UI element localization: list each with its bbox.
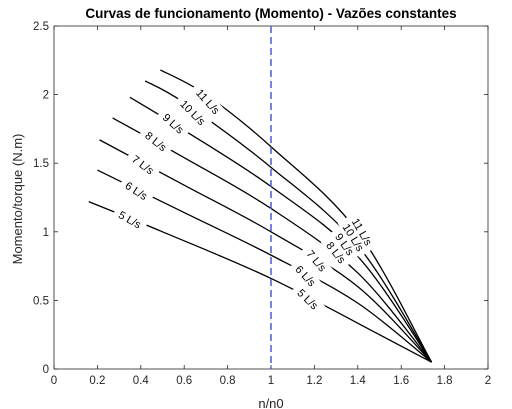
y-tick-label: 1.5 [33, 158, 49, 170]
y-tick-label: 0.5 [33, 295, 49, 307]
series-label-bg [190, 81, 227, 121]
series-label-bg [320, 234, 353, 270]
x-axis-label: n/n0 [258, 396, 283, 409]
x-tick-label: 0.4 [133, 375, 150, 387]
series-label-bg [125, 148, 162, 180]
x-tick-label: 1.6 [393, 375, 409, 387]
y-tick-label: 0 [43, 364, 49, 376]
series-label-bg [174, 93, 213, 132]
x-tick-label: 1.4 [350, 375, 367, 387]
chart-title: Curvas de funcionamento (Momento) - Vazõ… [85, 6, 456, 21]
series-label-bg [118, 175, 155, 206]
x-tick-label: 1.8 [437, 375, 453, 387]
series-line [99, 139, 433, 363]
x-tick-label: 2 [485, 375, 491, 387]
x-tick-label: 1 [268, 375, 274, 387]
series-label-bg [289, 258, 323, 293]
x-tick-label: 1.2 [306, 375, 322, 387]
series-label-bg [138, 124, 174, 157]
series-label-bg [156, 106, 191, 140]
series-label-bg [346, 210, 379, 253]
series-label-bg [291, 282, 326, 316]
x-tick-label: 0.8 [220, 375, 236, 387]
x-tick-label: 0.6 [176, 375, 192, 387]
y-tick-label: 2.5 [33, 21, 49, 33]
series-label-bg [300, 242, 334, 278]
plot-area: 0 0.2 0.4 0.6 0.8 1 1.2 1.4 1.6 1.8 200.511.522.55… [33, 21, 491, 387]
series-label-bg [337, 216, 371, 258]
x-tick-label: 0 [51, 375, 57, 387]
y-tick-label: 2 [43, 90, 49, 102]
x-tick-label: 0.2 [89, 375, 105, 387]
series-label-bg [329, 226, 361, 262]
series-label-bg [111, 204, 149, 234]
y-axis-label: Momento/torque (N.m) [10, 134, 25, 265]
y-tick-label: 1 [43, 227, 49, 239]
series-line [97, 169, 432, 363]
